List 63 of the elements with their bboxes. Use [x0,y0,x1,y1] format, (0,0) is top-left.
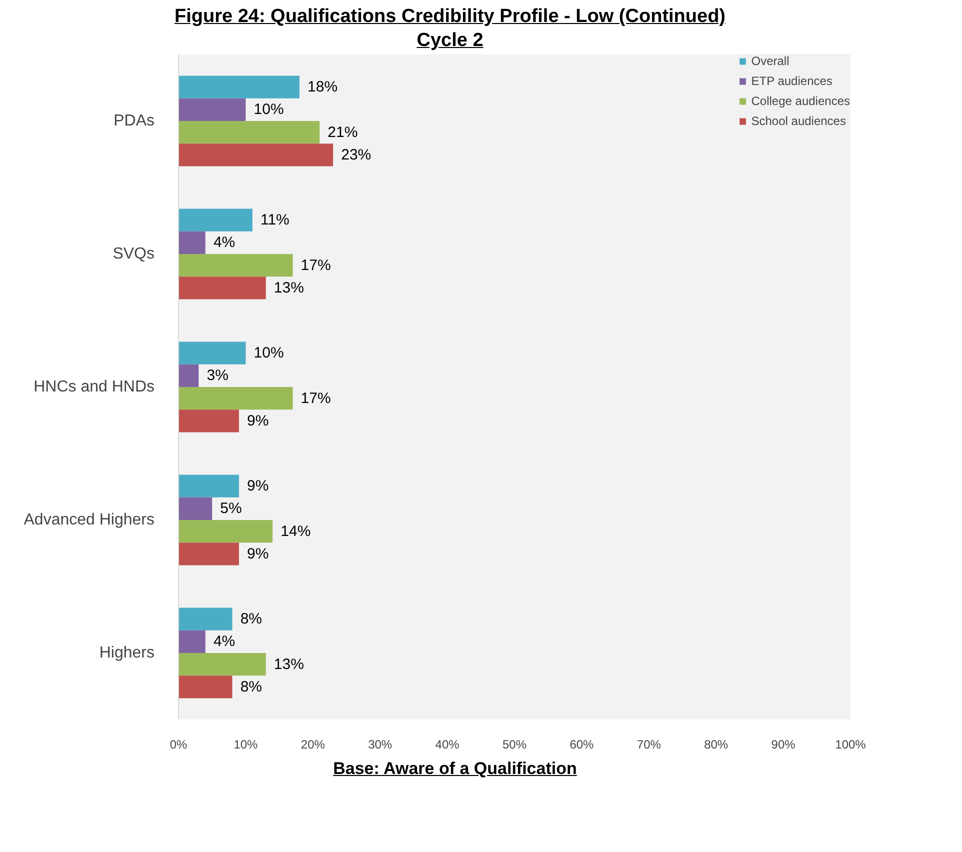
bar [178,497,212,520]
x-tick-label: 90% [771,738,796,752]
bar [178,608,232,630]
data-label: 21% [328,124,358,141]
y-tick-label: HNCs and HNDs [34,378,155,396]
data-label: 13% [274,656,304,673]
data-label: 13% [274,279,304,296]
bar [178,98,246,121]
data-label: 14% [280,522,311,540]
data-label: 8% [240,678,262,696]
x-tick-label: 40% [435,738,460,752]
bar [178,630,206,653]
bar [178,410,239,432]
x-tick-label: 30% [368,738,392,752]
bar [178,364,199,387]
x-tick-label: 0% [170,738,188,752]
x-tick-label: 70% [636,738,662,752]
bar [178,676,232,698]
data-label: 11% [260,212,290,229]
y-tick-label: Advanced Highers [24,512,155,528]
x-tick-label: 60% [570,738,594,752]
data-label: 8% [240,610,262,628]
bar [178,474,239,498]
data-label: 3% [206,367,228,384]
x-tick-label: 100% [835,738,866,752]
bar [178,342,246,364]
bar [178,387,293,410]
bar [178,76,300,98]
data-label: 17% [300,390,331,407]
data-label: 10% [254,344,284,362]
data-label: 17% [300,256,331,274]
bar [178,144,334,166]
bar [178,121,320,144]
bar [178,653,266,676]
chart-title: Figure 24: Qualifications Credibility Profile - Low (Continued) [173,6,727,28]
data-label: 10% [254,101,284,118]
x-tick-label: 10% [234,738,258,752]
bar [178,208,252,232]
data-label: 23% [341,146,372,164]
chart-subtitle: Cycle 2 [416,30,484,52]
text: Base: Aware of a Qualification [332,759,578,779]
bar [178,276,266,300]
y-tick-label: Highers [99,644,155,662]
data-label: 4% [213,234,236,252]
data-label: 9% [247,545,269,562]
legend-label: Overall [751,54,790,68]
y-tick-label: SVQs [112,246,155,262]
x-tick-label: 20% [300,738,326,752]
legend-label: College audiences [751,94,850,108]
y-tick-label: PDAs [114,112,155,130]
data-label: 9% [247,412,269,430]
x-tick-label: 80% [704,738,728,752]
x-tick-label: 50% [502,738,527,752]
data-label: 4% [213,633,236,650]
bar [178,254,293,277]
data-label: 9% [247,478,269,495]
legend-label: ETP audiences [751,74,832,88]
data-label: 5% [220,500,242,518]
legend-label: School audiences [751,114,846,128]
bar [178,231,206,254]
bar [178,542,239,566]
data-label: 18% [308,78,338,96]
bar [178,520,273,543]
